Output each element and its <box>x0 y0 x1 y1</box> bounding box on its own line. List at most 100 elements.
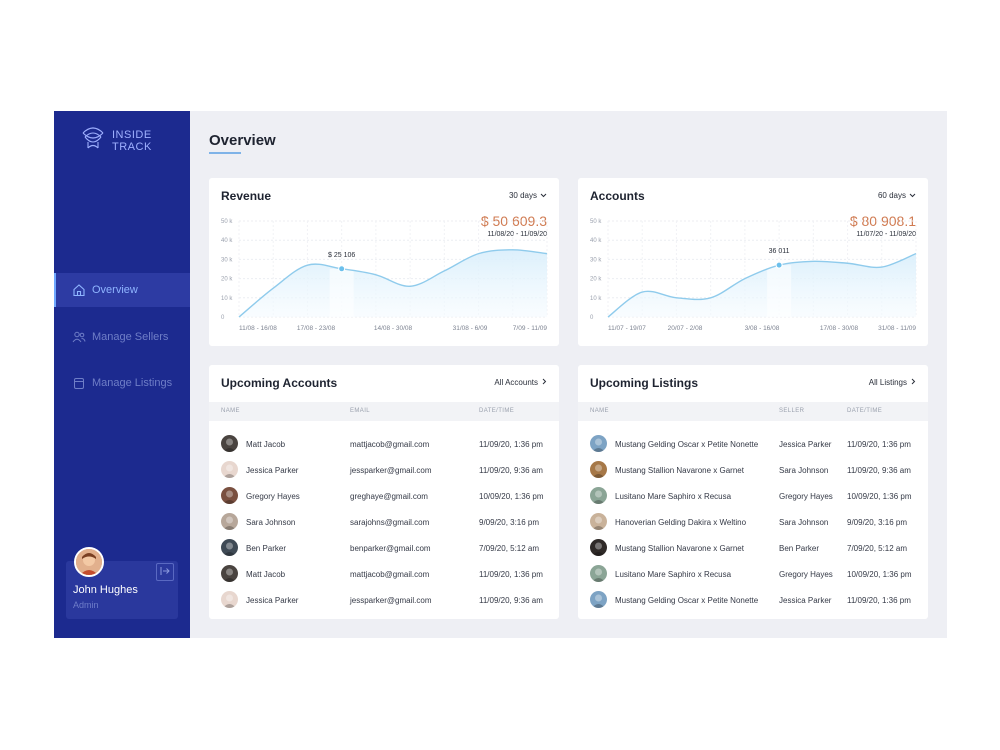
user-name: John Hughes <box>73 584 138 596</box>
table-row[interactable]: Matt Jacob mattjacob@gmail.com 11/09/20, 1… <box>209 561 559 587</box>
accounts-total: $ 80 908.1 <box>849 213 916 229</box>
column-header-name: NAME <box>590 408 609 414</box>
cell-name: Mustang Stallion Navarone x Garnet <box>615 466 744 475</box>
all-accounts-link[interactable]: All Accounts <box>494 378 547 387</box>
revenue-total: $ 50 609.3 <box>480 213 547 229</box>
table-row[interactable]: Jessica Parker jessparker@gmail.com 11/09/… <box>209 587 559 613</box>
sidebar-item-manage-listings[interactable]: Manage Listings <box>54 366 190 400</box>
all-accounts-label: All Accounts <box>494 378 538 387</box>
x-tick-label: 17/08 - 30/08 <box>820 325 859 332</box>
revenue-card: Revenue 30 days $ 50 609.3 11/08/20 - 11… <box>209 178 559 346</box>
upcoming-accounts-title: Upcoming Accounts <box>221 376 338 390</box>
all-listings-link[interactable]: All Listings <box>869 378 916 387</box>
x-tick-label: 17/08 - 23/08 <box>297 325 336 332</box>
sidebar: INSIDE TRACK Overview Manage Sellers Man… <box>54 111 190 638</box>
table-row[interactable]: Lusitano Mare Saphiro x Recusa Gregory Ha… <box>578 561 928 587</box>
avatar <box>590 487 607 504</box>
logo-line-1: INSIDE <box>112 128 152 141</box>
series-line <box>238 249 548 318</box>
y-tick-label: 30 k <box>590 257 602 263</box>
logout-button[interactable] <box>156 563 174 581</box>
avatar <box>590 513 607 530</box>
table-row[interactable]: Mustang Gelding Oscar x Petite Nonette Je… <box>578 587 928 613</box>
cell-date: 11/09/20, 1:36 pm <box>479 570 543 579</box>
cell-name: Matt Jacob <box>246 570 286 579</box>
user-card: John Hughes Admin <box>66 547 178 619</box>
table-row[interactable]: Sara Johnson sarajohns@gmail.com 9/09/20, … <box>209 509 559 535</box>
avatar <box>590 461 607 478</box>
cell-name: Ben Parker <box>246 544 287 553</box>
cell-date: 11/09/20, 9:36 am <box>847 466 911 475</box>
x-tick-label: 11/07 - 19/07 <box>608 325 646 332</box>
revenue-title: Revenue <box>221 189 272 203</box>
sidebar-item-manage-sellers[interactable]: Manage Sellers <box>54 320 190 354</box>
logo[interactable]: INSIDE TRACK <box>80 125 152 156</box>
cell-date: 11/09/20, 9:36 am <box>479 466 543 475</box>
revenue-period-select[interactable]: 30 days <box>509 191 547 200</box>
avatar <box>221 435 238 452</box>
cell-email: benparker@gmail.com <box>350 544 431 553</box>
table-row[interactable]: Mustang Stallion Navarone x Garnet Ben Pa… <box>578 535 928 561</box>
table-row[interactable]: Matt Jacob mattjacob@gmail.com 11/09/20, 1… <box>209 431 559 457</box>
accounts-period-select[interactable]: 60 days <box>878 191 916 200</box>
logout-icon <box>160 563 170 581</box>
y-tick-label: 30 k <box>221 257 233 263</box>
table-row[interactable]: Hanoverian Gelding Dakira x Weltino Sara … <box>578 509 928 535</box>
y-tick-label: 10 k <box>221 296 233 302</box>
x-tick-label: 11/08 - 16/08 <box>239 325 277 332</box>
highlight-point[interactable] <box>775 261 783 269</box>
avatar <box>590 539 607 556</box>
table-row[interactable]: Ben Parker benparker@gmail.com 7/09/20, 5:… <box>209 535 559 561</box>
series-area <box>608 253 916 317</box>
accounts-period-label: 60 days <box>877 191 906 200</box>
avatar[interactable] <box>74 547 104 577</box>
table-row[interactable]: Gregory Hayes greghaye@gmail.com 10/09/20,… <box>209 483 559 509</box>
avatar <box>221 591 238 608</box>
cell-name: Matt Jacob <box>246 440 286 449</box>
table-row[interactable]: Jessica Parker jessparker@gmail.com 11/09/… <box>209 457 559 483</box>
cell-email: mattjacob@gmail.com <box>350 570 430 579</box>
x-tick-label: 31/08 - 6/09 <box>453 325 488 332</box>
upcoming-accounts-card: Upcoming Accounts All Accounts NAME EMAI… <box>209 365 559 619</box>
y-tick-label: 50 k <box>221 219 233 225</box>
cell-seller: Gregory Hayes <box>779 492 833 501</box>
column-header-seller: SELLER <box>779 408 805 414</box>
y-tick-label: 40 k <box>221 238 233 244</box>
cell-email: greghaye@gmail.com <box>350 492 428 501</box>
y-tick-label: 10 k <box>590 296 602 302</box>
revenue-period-label: 30 days <box>508 191 537 200</box>
table-header <box>578 402 928 421</box>
cell-seller: Gregory Hayes <box>779 570 833 579</box>
upcoming-listings-card: Upcoming Listings All Listings NAME SELL… <box>578 365 928 619</box>
cell-date: 11/09/20, 1:36 pm <box>847 596 911 605</box>
column-header-email: EMAIL <box>350 408 371 414</box>
avatar <box>590 565 607 582</box>
table-row[interactable]: Mustang Gelding Oscar x Petite Nonette Je… <box>578 431 928 457</box>
page-title: Overview <box>209 132 276 149</box>
app-window: INSIDE TRACK Overview Manage Sellers Man… <box>54 111 947 638</box>
users-icon <box>72 330 86 344</box>
user-role: Admin <box>73 600 99 610</box>
table-row[interactable]: Mustang Stallion Navarone x Garnet Sara J… <box>578 457 928 483</box>
data-label: $ 25 106 <box>328 252 355 259</box>
table-row[interactable]: Lusitano Mare Saphiro x Recusa Gregory Ha… <box>578 483 928 509</box>
cell-email: sarajohns@gmail.com <box>350 518 430 527</box>
cell-name: Mustang Stallion Navarone x Garnet <box>615 544 744 553</box>
cell-date: 10/09/20, 1:36 pm <box>847 492 912 501</box>
highlight-point[interactable] <box>338 265 346 273</box>
cell-date: 7/09/20, 5:12 am <box>479 544 540 553</box>
highlight-band <box>767 265 792 317</box>
cell-seller: Jessica Parker <box>779 596 832 605</box>
chevron-right-icon <box>542 378 547 387</box>
logo-line-2: TRACK <box>112 140 152 153</box>
cell-date: 9/09/20, 3:16 pm <box>847 518 908 527</box>
x-tick-label: 14/08 - 30/08 <box>374 325 413 332</box>
y-tick-label: 20 k <box>590 277 602 283</box>
cell-seller: Jessica Parker <box>779 440 832 449</box>
y-tick-label: 50 k <box>590 219 602 225</box>
accounts-range: 11/07/20 - 11/09/20 <box>856 231 916 238</box>
avatar <box>590 435 607 452</box>
cell-name: Hanoverian Gelding Dakira x Weltino <box>615 518 747 527</box>
sidebar-item-overview[interactable]: Overview <box>54 273 190 307</box>
home-icon <box>72 283 86 297</box>
